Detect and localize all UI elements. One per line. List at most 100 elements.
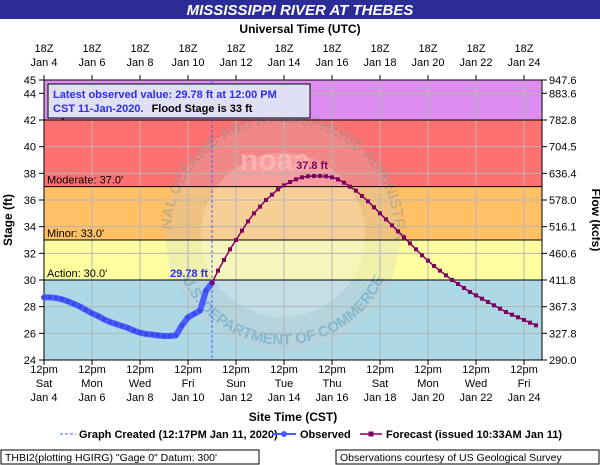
forecast-point — [378, 211, 382, 216]
legend: Graph Created (12:17PM Jan 11, 2020) Obs… — [60, 429, 562, 441]
observed-point — [179, 323, 185, 328]
title-bar — [0, 0, 600, 19]
forecast-point — [396, 229, 400, 234]
top-tick-label: Jan 16 — [315, 57, 348, 69]
bottom-tick-label: Mon — [81, 378, 102, 390]
latest-observation-line2: CST 11-Jan-2020. Flood Stage is 33 ft — [53, 103, 253, 115]
left-tick-label: 44 — [24, 88, 36, 100]
forecast-point — [372, 205, 376, 210]
top-tick-label: Jan 12 — [219, 57, 252, 69]
left-tick-label: 38 — [24, 168, 36, 180]
forecast-point — [534, 323, 538, 328]
forecast-point — [318, 174, 322, 178]
forecast-point — [216, 268, 220, 273]
observed-point — [185, 315, 191, 320]
forecast-point — [222, 258, 226, 262]
forecast-point — [246, 219, 250, 224]
forecast-point — [498, 306, 502, 311]
observed-point — [125, 325, 131, 331]
bottom-tick-label: Jan 16 — [315, 392, 348, 404]
latest-value-label: 29.78 ft — [170, 268, 208, 280]
bottom-tick-label: Tue — [275, 378, 294, 390]
forecast-point — [360, 194, 364, 198]
forecast-point — [336, 177, 340, 182]
observed-point — [119, 323, 125, 329]
forecast-point — [510, 312, 514, 317]
left-tick-label: 45 — [24, 75, 36, 87]
forecast-point — [516, 315, 520, 320]
top-tick-label: Jan 22 — [459, 57, 492, 69]
forecast-point — [252, 211, 256, 216]
right-tick-label: 947.6 — [549, 75, 577, 87]
forecast-point — [288, 180, 292, 184]
latest-observation-box: Latest observed value: 29.78 ft at 12:00… — [47, 83, 311, 119]
bottom-tick-label: Sun — [226, 378, 246, 390]
right-tick-label: 411.8 — [549, 275, 576, 287]
forecast-point — [492, 303, 496, 308]
observed-point — [59, 297, 65, 302]
bottom-tick-label: Thu — [323, 378, 342, 390]
top-tick-label: Jan 24 — [507, 57, 540, 69]
bottom-tick-label: Jan 4 — [31, 392, 58, 404]
forecast-point — [522, 318, 526, 322]
series-layer: 29.78 ft 37.8 ft — [41, 80, 538, 360]
bottom-tick-label: Fri — [518, 378, 531, 390]
bottom-tick-label: Jan 18 — [363, 392, 396, 404]
top-tick-label: 18Z — [131, 43, 150, 55]
bottom-tick-label: 12pm — [78, 364, 106, 376]
observation-credit: Observations courtesy of US Geological S… — [340, 452, 563, 464]
left-tick-label: 40 — [24, 142, 36, 154]
observed-point — [149, 332, 155, 337]
forecast-point — [438, 268, 442, 273]
right-tick-label: 516.1 — [549, 222, 577, 234]
top-tick-label: Jan 4 — [31, 57, 58, 69]
observed-point — [143, 331, 149, 337]
bottom-tick-label: 12pm — [270, 364, 298, 376]
forecast-point — [348, 184, 352, 189]
left-axis-title: Stage (ft) — [1, 194, 15, 246]
observed-point — [53, 295, 59, 301]
forecast-point — [432, 264, 436, 268]
station-info: THBI2(plotting HGIRG) "Gage 0" Datum: 30… — [5, 452, 217, 464]
observed-point — [77, 304, 83, 309]
bottom-tick-label: 12pm — [30, 364, 58, 376]
right-tick-label: 782.8 — [549, 115, 577, 127]
left-tick-label: 42 — [24, 115, 36, 127]
top-tick-label: 18Z — [371, 43, 390, 55]
forecast-point — [264, 198, 268, 202]
observed-point — [173, 333, 179, 338]
station-info-box — [0, 449, 260, 465]
forecast-point — [330, 175, 334, 180]
crest-value-label: 37.8 ft — [296, 160, 328, 172]
observed-point — [191, 311, 197, 317]
observed-point — [203, 288, 209, 293]
threshold-label-moderate: Moderate: 37.0' — [47, 175, 123, 187]
forecast-point — [312, 174, 316, 178]
forecast-point — [402, 235, 406, 240]
top-tick-label: 18Z — [515, 43, 534, 55]
right-tick-label: 290.0 — [549, 355, 577, 367]
forecast-point — [408, 241, 412, 246]
forecast-point — [504, 310, 508, 314]
forecast-point — [210, 280, 214, 285]
right-tick-label: 367.3 — [549, 302, 577, 314]
top-tick-label: 18Z — [419, 43, 438, 55]
bottom-tick-label: 12pm — [222, 364, 250, 376]
bottom-tick-label: 12pm — [414, 364, 442, 376]
top-tick-label: Jan 8 — [127, 57, 154, 69]
left-tick-label: 24 — [24, 355, 36, 367]
top-tick-label: 18Z — [179, 43, 198, 55]
bottom-tick-label: Jan 8 — [127, 392, 154, 404]
bottom-tick-label: Fri — [182, 378, 195, 390]
bottom-tick-label: Jan 22 — [459, 392, 492, 404]
threshold-label-action: Action: 30.0' — [47, 268, 107, 280]
forecast-point — [300, 175, 304, 180]
forecast-point — [342, 180, 346, 185]
forecast-point — [282, 183, 286, 188]
observed-point — [41, 295, 47, 300]
observed-point — [83, 307, 89, 313]
forecast-point — [228, 247, 232, 252]
top-axis-title: Universal Time (UTC) — [239, 22, 360, 36]
bottom-tick-label: Jan 6 — [79, 392, 106, 404]
